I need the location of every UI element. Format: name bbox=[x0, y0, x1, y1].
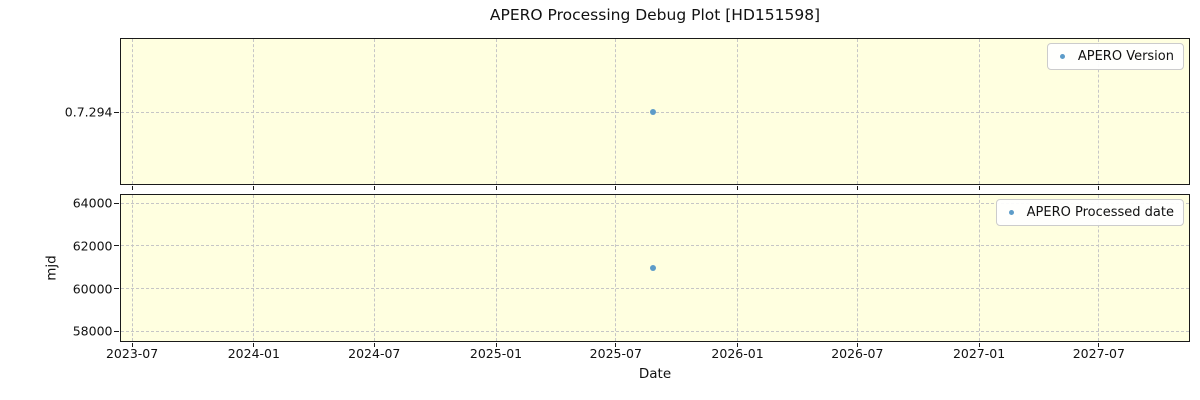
y-gridline bbox=[121, 330, 1189, 332]
x-gridline bbox=[253, 195, 255, 341]
x-tick-label: 2027-07 bbox=[1072, 346, 1125, 361]
x-tickmark bbox=[131, 185, 133, 190]
y-axis-label-mjd: mjd bbox=[44, 255, 61, 281]
y-tick-label: 62000 bbox=[72, 238, 113, 254]
y-tickmark bbox=[113, 202, 119, 204]
x-gridline bbox=[373, 195, 375, 341]
x-tickmark bbox=[131, 342, 133, 347]
y-tick-label: 64000 bbox=[72, 195, 113, 211]
x-tick-label: 2026-07 bbox=[831, 346, 884, 361]
apero-processed-date-plot-area: APERO Processed date bbox=[113, 194, 1190, 347]
x-tickmark bbox=[495, 185, 497, 190]
y-tick-label: 60000 bbox=[72, 281, 113, 297]
x-gridline bbox=[1098, 195, 1100, 341]
y-tick-label: 0.7.294 bbox=[64, 104, 113, 120]
legend-marker-icon bbox=[1059, 54, 1065, 59]
x-tick-label: 2023-07 bbox=[105, 346, 159, 361]
legend-label: APERO Processed date bbox=[1026, 205, 1174, 220]
x-tickmark bbox=[253, 185, 255, 190]
data-point bbox=[650, 108, 656, 115]
x-tick-label: 2026-01 bbox=[711, 346, 764, 361]
x-gridline bbox=[737, 195, 739, 341]
y-tickmark bbox=[113, 330, 119, 332]
legend-label: APERO Version bbox=[1077, 49, 1174, 64]
legend-apero-version: APERO Version bbox=[1046, 43, 1184, 70]
x-tickmark bbox=[615, 185, 617, 190]
y-tickmark bbox=[113, 111, 119, 113]
x-tickmark bbox=[978, 342, 980, 347]
y-tickmark bbox=[113, 245, 119, 247]
x-gridline bbox=[615, 195, 617, 341]
x-tick-label: 2025-01 bbox=[469, 346, 523, 361]
y-tick-label: 58000 bbox=[72, 323, 113, 339]
x-tickmark bbox=[1098, 342, 1100, 347]
y-gridline bbox=[121, 288, 1189, 290]
y-gridline bbox=[121, 245, 1189, 247]
x-gridline bbox=[856, 195, 858, 341]
chart-title: APERO Processing Debug Plot [HD151598] bbox=[489, 6, 821, 24]
x-tick-label: 2024-07 bbox=[348, 346, 401, 361]
y-gridline bbox=[121, 202, 1189, 204]
legend-marker-icon bbox=[1008, 210, 1014, 215]
apero-version-plot-area: APERO Version bbox=[113, 38, 1190, 190]
x-tickmark bbox=[737, 185, 739, 190]
x-tickmark bbox=[373, 342, 375, 347]
legend-apero-processed-date: APERO Processed date bbox=[995, 199, 1184, 226]
data-point bbox=[650, 265, 656, 272]
x-tick-label: 2025-07 bbox=[589, 346, 642, 361]
x-gridline bbox=[495, 195, 497, 341]
x-tickmark bbox=[495, 342, 497, 347]
x-axis-label: Date bbox=[638, 366, 672, 382]
x-gridline bbox=[978, 195, 980, 341]
x-tickmark bbox=[373, 185, 375, 190]
x-tickmark bbox=[856, 185, 858, 190]
x-tick-label: 2024-01 bbox=[227, 346, 280, 361]
x-tickmark bbox=[253, 342, 255, 347]
x-tickmark bbox=[978, 185, 980, 190]
y-tickmark bbox=[113, 288, 119, 290]
x-tick-label: 2027-01 bbox=[952, 346, 1006, 361]
x-gridline bbox=[131, 195, 133, 341]
x-tickmark bbox=[856, 342, 858, 347]
x-tickmark bbox=[737, 342, 739, 347]
x-tickmark bbox=[615, 342, 617, 347]
x-tickmark bbox=[1098, 185, 1100, 190]
